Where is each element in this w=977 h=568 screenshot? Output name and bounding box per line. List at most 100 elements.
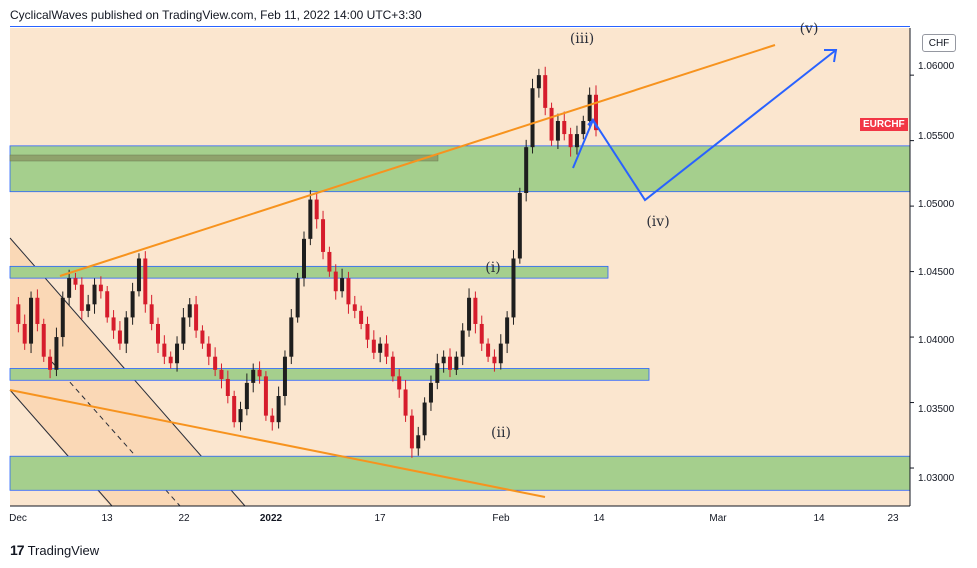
- header-divider: [10, 26, 910, 27]
- candle-body: [263, 376, 268, 416]
- time-tick-label: 23: [887, 513, 899, 524]
- price-tick-marks: [910, 74, 914, 469]
- candle-body: [67, 278, 72, 298]
- price-tick-label: 1.06000: [918, 61, 955, 72]
- price-tick-label: 1.04000: [918, 335, 955, 346]
- price-tick-label: 1.03000: [918, 473, 955, 484]
- candle-body: [555, 120, 560, 141]
- candle-body: [48, 356, 53, 370]
- candle-body: [22, 323, 27, 344]
- candle-body: [460, 330, 465, 357]
- lower-trendline: [9, 389, 546, 498]
- time-tick-label: 22: [178, 513, 190, 524]
- candle-body: [594, 94, 598, 131]
- candle-body: [486, 343, 491, 357]
- footer-brand[interactable]: 17 TradingView: [10, 542, 99, 558]
- footer-brand-name: TradingView: [27, 542, 100, 558]
- candle-body: [35, 297, 40, 324]
- candle-body: [524, 147, 529, 194]
- candle-body: [581, 120, 586, 135]
- candle-body: [416, 435, 421, 449]
- candle-body: [441, 356, 446, 364]
- candle-body: [479, 323, 484, 344]
- candle-body: [295, 278, 300, 318]
- candle-body: [454, 356, 459, 370]
- candle-body: [549, 107, 554, 141]
- candle-body: [162, 343, 167, 357]
- time-tick-label: 17: [374, 513, 386, 524]
- candle-body: [302, 238, 306, 279]
- price-tick-label: 1.03500: [918, 404, 955, 415]
- wave-label-i: (i): [485, 260, 501, 276]
- candle-body: [562, 120, 567, 135]
- candle-body: [175, 343, 180, 364]
- wave-label-iii: (iii): [569, 31, 595, 47]
- support-zone: [9, 368, 650, 381]
- candle-body: [149, 304, 154, 324]
- candle-body: [105, 291, 110, 318]
- upper-trendline: [59, 44, 776, 277]
- candle-body: [238, 409, 243, 423]
- publisher-caption: CyclicalWaves published on TradingView.c…: [10, 8, 422, 22]
- candle-body: [200, 330, 205, 344]
- time-tick-label: Mar: [709, 513, 727, 524]
- candle-body: [181, 317, 186, 344]
- price-tick-label: 1.05500: [918, 131, 955, 142]
- candle-body: [41, 323, 46, 357]
- candle-body: [568, 134, 573, 148]
- candle-body: [371, 339, 376, 353]
- candle-body: [270, 415, 275, 423]
- candle-body: [511, 258, 516, 318]
- candle-body: [327, 251, 332, 272]
- time-tick-label: Dec: [9, 513, 27, 524]
- currency-label[interactable]: CHF: [922, 34, 956, 52]
- candle-body: [587, 94, 592, 121]
- candle-body: [16, 304, 21, 324]
- candle-body: [448, 356, 452, 370]
- candle-body: [409, 415, 414, 449]
- candle-body: [340, 278, 345, 292]
- candle-body: [314, 199, 319, 220]
- candle-body: [136, 258, 141, 292]
- candle-body: [92, 284, 97, 305]
- candle-body: [473, 297, 478, 324]
- wave-label-v: (v): [799, 21, 819, 37]
- candle-body: [194, 304, 199, 331]
- candle-body: [257, 369, 262, 377]
- candle-body: [352, 304, 357, 311]
- support-zones: [9, 145, 911, 491]
- candle-body: [384, 343, 389, 357]
- candle-body: [536, 75, 541, 89]
- candle-body: [187, 304, 192, 318]
- tradingview-logo-icon: 17: [10, 542, 25, 558]
- candle-body: [574, 134, 579, 148]
- candle-body: [289, 317, 294, 357]
- candle-body: [232, 395, 237, 423]
- candle-body: [498, 343, 503, 364]
- candle-body: [79, 284, 84, 311]
- candle-body: [422, 402, 427, 436]
- candle-body: [29, 297, 34, 344]
- candle-body: [251, 369, 256, 383]
- candle-body: [168, 356, 173, 364]
- time-tick-label: Feb: [492, 513, 510, 524]
- candle-body: [403, 389, 408, 416]
- candle-body: [130, 291, 135, 318]
- inner-band: [9, 154, 439, 162]
- time-tick-label: 14: [593, 513, 605, 524]
- candle-body: [390, 356, 395, 377]
- candle-body: [60, 297, 65, 338]
- candle-body: [543, 75, 548, 108]
- candle-body: [492, 356, 497, 364]
- candle-body: [346, 278, 351, 305]
- support-zone: [9, 145, 911, 193]
- symbol-price-badge: EURCHF: [860, 118, 908, 131]
- wave-label-ii: (ii): [491, 425, 511, 441]
- candle-body: [505, 317, 510, 344]
- candle-body: [428, 382, 433, 403]
- candle-body: [397, 376, 402, 390]
- candle-body: [359, 310, 364, 324]
- candle-body: [530, 88, 535, 148]
- wave-projection-arrowhead: [587, 118, 598, 129]
